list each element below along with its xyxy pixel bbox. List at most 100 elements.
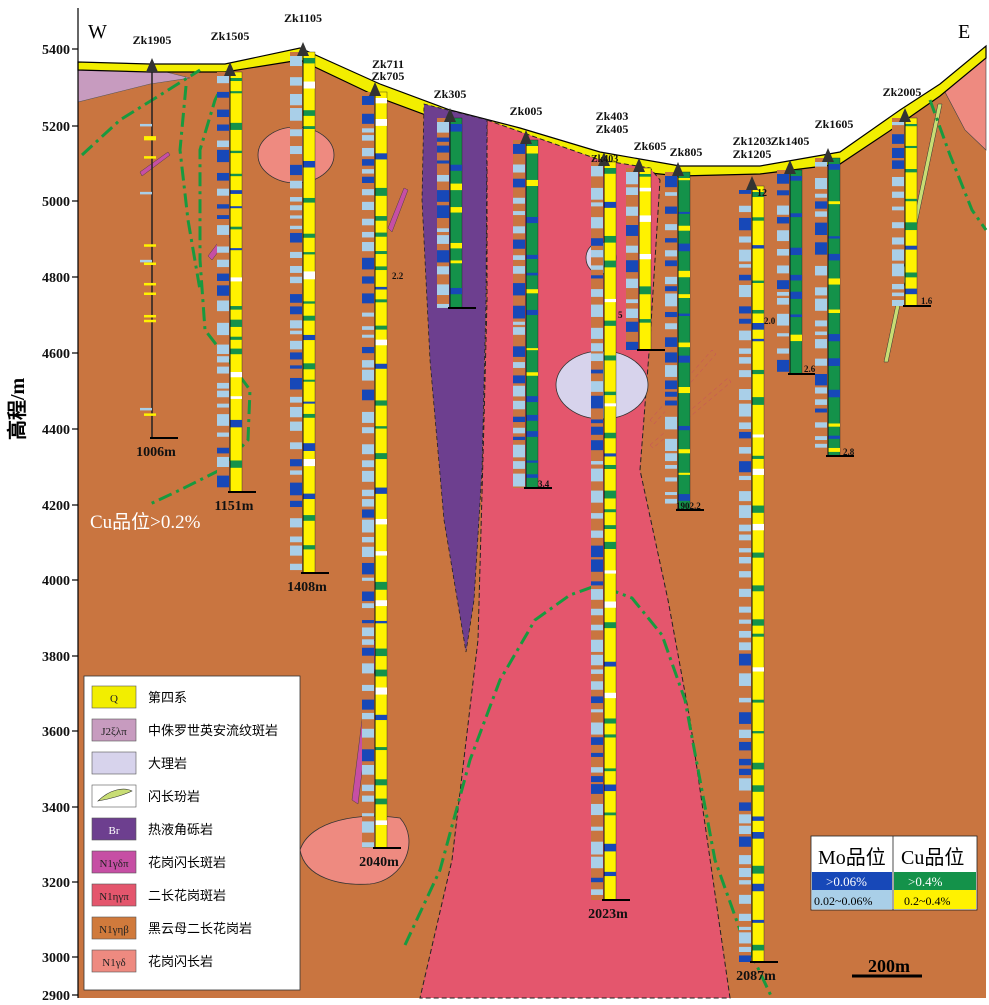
mo-interval	[290, 225, 302, 230]
mo-interval	[437, 284, 449, 296]
mo-interval	[362, 489, 374, 497]
cu-column	[751, 185, 765, 963]
mo-interval	[362, 128, 374, 133]
cu-interval	[230, 336, 242, 340]
cu-interval	[752, 865, 764, 874]
mo-interval	[362, 603, 374, 609]
mo-interval	[591, 238, 603, 246]
mo-interval	[591, 343, 603, 352]
east-letter: E	[958, 21, 970, 43]
mo-interval	[665, 192, 677, 196]
drillhole-zk805	[665, 162, 704, 511]
mo-interval	[290, 536, 302, 543]
mo-interval	[892, 249, 904, 261]
legend-code: Q	[110, 693, 118, 705]
cu-interval	[526, 460, 538, 463]
cu-interval	[752, 245, 764, 249]
mo-interval	[739, 491, 751, 502]
cu-interval	[303, 126, 315, 129]
log-interval	[144, 314, 156, 318]
log-interval	[140, 191, 152, 195]
mo-interval	[591, 265, 603, 270]
west-letter: W	[88, 21, 107, 43]
mo-interval	[591, 289, 603, 297]
cu-interval	[752, 217, 764, 221]
mo-interval	[362, 169, 374, 174]
cu-interval	[375, 600, 387, 607]
mo-interval	[777, 190, 789, 196]
mo-interval	[777, 291, 789, 296]
cu-interval	[752, 585, 764, 592]
mo-interval	[362, 728, 374, 738]
mo-interval	[290, 77, 302, 86]
mo-interval	[739, 880, 751, 885]
mo-interval	[437, 235, 449, 244]
cu-interval	[375, 325, 387, 330]
mo-interval	[513, 416, 525, 423]
mo-interval	[739, 306, 751, 314]
mo-interval	[513, 239, 525, 249]
mo-interval	[777, 205, 789, 215]
legend-swatch	[91, 718, 137, 742]
log-interval	[144, 137, 156, 141]
collar-marker	[224, 62, 236, 76]
mo-interval	[362, 699, 374, 710]
drillhole-name: Zk605	[634, 139, 667, 153]
mo-interval	[362, 684, 374, 691]
mo-interval	[362, 639, 374, 645]
mo-interval	[362, 470, 374, 482]
cu-interval	[604, 260, 616, 268]
mo-interval	[362, 591, 374, 602]
cu-interval	[604, 490, 616, 499]
mo-interval	[437, 303, 449, 308]
label-zk1203-top: 12	[757, 188, 767, 199]
cu-interval	[375, 487, 387, 494]
cu-column	[677, 171, 691, 511]
mo-interval	[815, 436, 827, 441]
mo-interval	[217, 91, 229, 98]
mo-interval	[815, 320, 827, 327]
mo-interval	[892, 292, 904, 297]
mo-interval	[739, 836, 751, 847]
mo-interval	[362, 276, 374, 284]
drillhole-depth: 1151m	[215, 499, 254, 514]
cu-interval	[526, 474, 538, 478]
mo-interval	[362, 546, 374, 557]
drillhole-name: Zk805	[670, 145, 703, 159]
legend-swatch	[91, 685, 137, 709]
collar-marker	[146, 58, 158, 72]
drillhole-depth: 2040m	[359, 855, 399, 870]
mo-interval	[437, 250, 449, 263]
mo-interval	[290, 306, 302, 315]
cu-interval	[303, 271, 315, 280]
grade-legend-cu-header: Cu品位	[901, 846, 964, 869]
cu-interval	[828, 389, 840, 398]
cu-interval	[375, 648, 387, 657]
log-interval	[144, 413, 156, 416]
mo-interval	[217, 172, 229, 181]
mo-interval	[362, 627, 374, 637]
mo-interval	[665, 337, 677, 347]
mo-interval	[217, 382, 229, 389]
mo-interval	[290, 320, 302, 329]
mo-interval	[513, 226, 525, 234]
cu-interval	[526, 372, 538, 376]
drillhole-zk1405	[777, 160, 816, 375]
legend-item: Br 热液角砾岩	[91, 817, 213, 841]
mo-interval	[290, 197, 302, 202]
mo-interval	[777, 217, 789, 224]
mo-interval	[591, 513, 603, 519]
mo-interval	[513, 346, 525, 357]
cu-interval	[639, 215, 651, 222]
cu-interval	[752, 699, 764, 703]
mo-interval	[362, 536, 374, 543]
mo-interval	[217, 109, 229, 118]
drillhole-name: Zk711	[372, 57, 404, 71]
mo-interval	[217, 215, 229, 219]
cu-interval	[303, 58, 315, 64]
cu-interval	[303, 459, 315, 467]
mo-interval	[362, 647, 374, 656]
quaternary-cover	[77, 44, 987, 177]
cu-interval	[639, 286, 651, 295]
drillhole-zk605	[626, 158, 665, 351]
